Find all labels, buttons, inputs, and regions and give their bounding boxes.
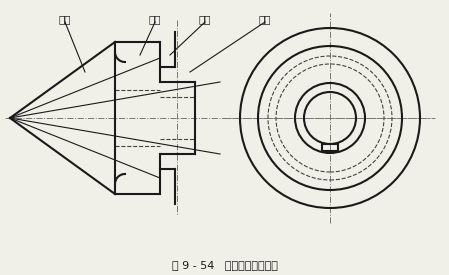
Bar <box>322 144 338 151</box>
Text: 圆柱: 圆柱 <box>259 14 271 24</box>
Text: 背锥: 背锥 <box>199 14 211 24</box>
Text: 前锥: 前锥 <box>59 14 71 24</box>
Text: 齿锥: 齿锥 <box>149 14 161 24</box>
Text: 图 9 - 54   锥齿轮坯的两视图: 图 9 - 54 锥齿轮坯的两视图 <box>172 260 277 270</box>
